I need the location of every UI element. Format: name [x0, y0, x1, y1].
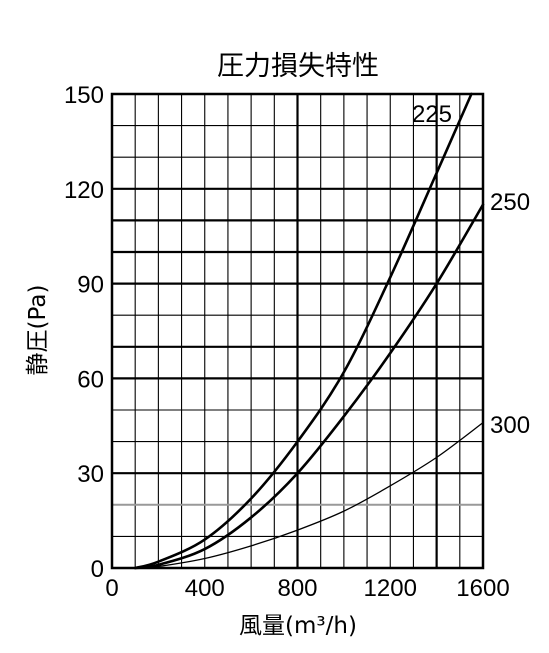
series-line-250 — [133, 203, 485, 570]
y-axis-label: 静圧(Pa) — [25, 285, 51, 376]
grid-major — [112, 94, 483, 568]
tick-labels: 0 400 800 1200 1600 0 30 60 90 120 150 — [64, 82, 510, 602]
chart-title: 圧力損失特性 — [217, 51, 379, 82]
y-tick-label: 0 — [91, 556, 104, 583]
series-label-250: 250 — [490, 189, 530, 216]
series-labels: 225 250 300 — [412, 101, 530, 439]
series-line-300 — [134, 421, 484, 569]
y-tick-label: 90 — [77, 272, 104, 299]
series-label-225: 225 — [412, 101, 452, 128]
series-label-300: 300 — [490, 412, 530, 439]
x-tick-label: 1200 — [364, 575, 417, 602]
x-tick-label: 800 — [277, 575, 317, 602]
curves — [133, 92, 485, 570]
x-tick-label: 1600 — [456, 575, 509, 602]
x-tick-label: 400 — [185, 575, 225, 602]
plot-frame — [110, 92, 485, 570]
x-tick-label: 0 — [105, 575, 118, 602]
y-tick-label: 120 — [64, 177, 104, 204]
x-axis-label: 風量(m³/h) — [239, 613, 357, 639]
y-tick-label: 30 — [77, 461, 104, 488]
y-tick-label: 60 — [77, 366, 104, 393]
y-tick-label: 150 — [64, 82, 104, 109]
series-line-225 — [133, 92, 473, 570]
